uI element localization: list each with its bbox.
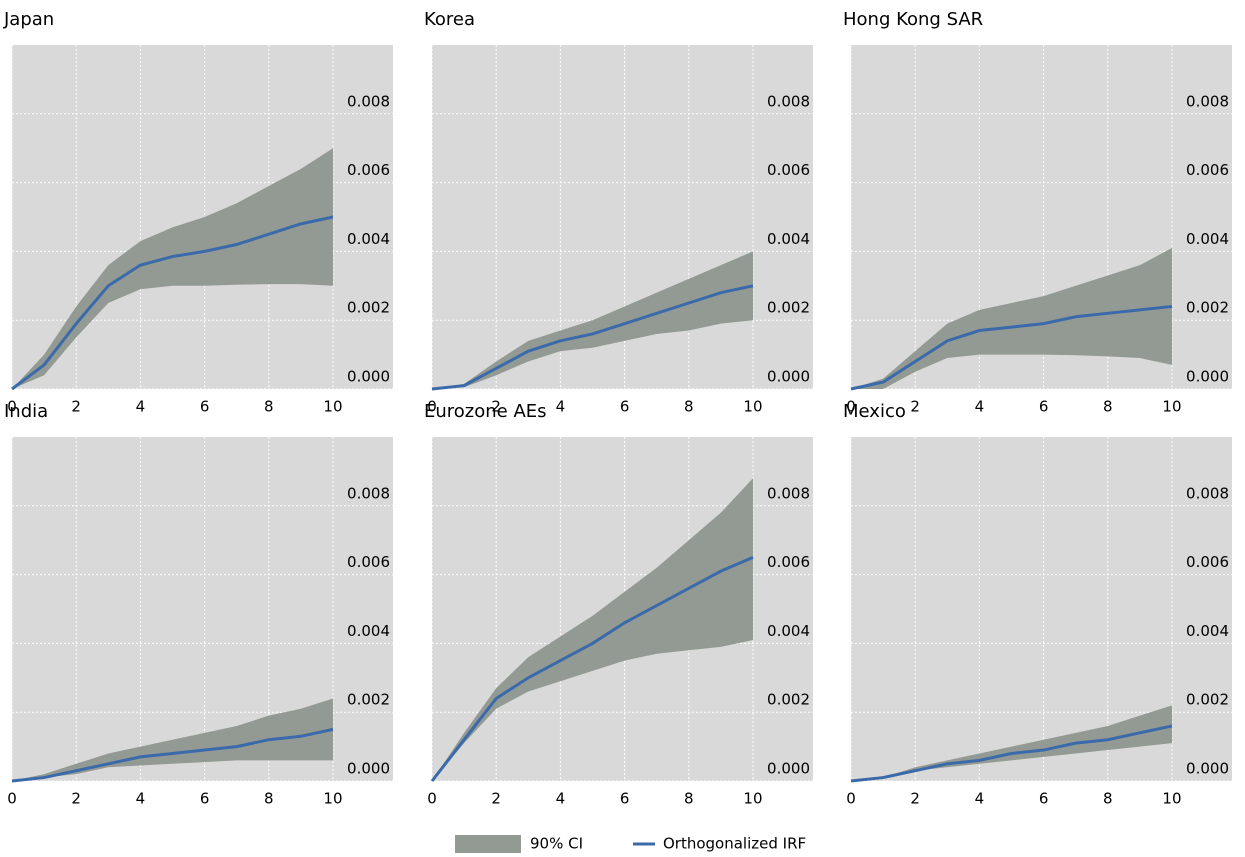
x-tick-label: 10 xyxy=(1162,398,1181,416)
x-tick-label: 8 xyxy=(1103,398,1113,416)
y-tick-label: 0.008 xyxy=(347,484,390,502)
plot-area xyxy=(851,437,1232,781)
x-tick-label: 2 xyxy=(71,790,81,808)
y-tick-label: 0.000 xyxy=(1186,760,1229,778)
x-tick-label: 6 xyxy=(620,398,630,416)
x-tick-label: 0 xyxy=(427,790,437,808)
panel-title: Japan xyxy=(3,9,54,30)
irf-line xyxy=(431,284,754,391)
x-tick-label: 10 xyxy=(1162,790,1181,808)
y-tick-label: 0.004 xyxy=(347,622,390,640)
y-tick-label: 0.006 xyxy=(1186,161,1229,179)
y-tick-label: 0.004 xyxy=(347,230,390,248)
irf-line xyxy=(850,304,1173,391)
y-tick-label: 0.000 xyxy=(347,368,390,386)
y-tick-label: 0.008 xyxy=(1186,92,1229,110)
y-tick-label: 0.000 xyxy=(347,760,390,778)
y-tick-label: 0.006 xyxy=(347,553,390,571)
y-tick-label: 0.004 xyxy=(1186,622,1229,640)
x-tick-label: 4 xyxy=(556,790,566,808)
x-tick-label: 6 xyxy=(200,790,210,808)
panel-title: India xyxy=(4,401,48,422)
x-tick-label: 8 xyxy=(264,790,274,808)
ci-band xyxy=(851,705,1172,781)
ci-band xyxy=(432,251,753,389)
x-tick-label: 10 xyxy=(743,790,762,808)
x-tick-label: 0 xyxy=(7,790,17,808)
y-tick-label: 0.006 xyxy=(767,161,810,179)
legend-label: 90% CI xyxy=(530,835,583,853)
y-tick-label: 0.004 xyxy=(767,622,810,640)
x-tick-label: 4 xyxy=(136,790,146,808)
x-tick-label: 0 xyxy=(427,398,437,416)
x-tick-label: 4 xyxy=(975,790,985,808)
ci-band xyxy=(12,698,333,781)
x-tick-label: 10 xyxy=(323,790,342,808)
irf-line xyxy=(850,724,1173,783)
x-tick-label: 2 xyxy=(491,790,501,808)
ci-band xyxy=(432,478,753,781)
x-tick-label: 8 xyxy=(264,398,274,416)
x-tick-label: 2 xyxy=(71,398,81,416)
ci-band xyxy=(851,247,1172,389)
y-tick-label: 0.000 xyxy=(767,368,810,386)
panel-title: Hong Kong SAR xyxy=(843,9,983,30)
y-tick-label: 0.002 xyxy=(767,299,810,317)
x-tick-label: 6 xyxy=(1039,790,1049,808)
x-tick-label: 4 xyxy=(556,398,566,416)
x-tick-label: 8 xyxy=(1103,790,1113,808)
y-tick-label: 0.008 xyxy=(1186,484,1229,502)
y-tick-label: 0.006 xyxy=(1186,553,1229,571)
x-tick-label: 4 xyxy=(975,398,985,416)
x-tick-label: 2 xyxy=(491,398,501,416)
y-tick-label: 0.004 xyxy=(767,230,810,248)
panel-title: Eurozone AEs xyxy=(424,401,547,422)
y-tick-label: 0.002 xyxy=(1186,691,1229,709)
x-tick-label: 2 xyxy=(910,398,920,416)
x-tick-label: 0 xyxy=(7,398,17,416)
x-tick-label: 0 xyxy=(846,790,856,808)
ci-band xyxy=(12,148,333,389)
x-tick-label: 2 xyxy=(910,790,920,808)
panel-title: Korea xyxy=(424,9,475,30)
x-tick-label: 6 xyxy=(620,790,630,808)
y-tick-label: 0.002 xyxy=(767,691,810,709)
x-tick-label: 4 xyxy=(136,398,146,416)
x-tick-label: 0 xyxy=(846,398,856,416)
panel-title: Mexico xyxy=(843,401,906,422)
y-tick-label: 0.006 xyxy=(347,161,390,179)
y-tick-label: 0.008 xyxy=(767,92,810,110)
y-tick-label: 0.008 xyxy=(767,484,810,502)
y-tick-label: 0.002 xyxy=(1186,299,1229,317)
x-tick-label: 10 xyxy=(323,398,342,416)
irf-line xyxy=(11,215,334,391)
y-tick-label: 0.002 xyxy=(347,299,390,317)
x-tick-label: 10 xyxy=(743,398,762,416)
plot-area xyxy=(12,437,393,781)
y-tick-label: 0.008 xyxy=(347,92,390,110)
y-tick-label: 0.002 xyxy=(347,691,390,709)
legend-label: Orthogonalized IRF xyxy=(663,835,806,853)
legend-swatch xyxy=(455,835,521,853)
x-tick-label: 8 xyxy=(684,790,694,808)
y-tick-label: 0.000 xyxy=(767,760,810,778)
x-tick-label: 8 xyxy=(684,398,694,416)
y-tick-label: 0.004 xyxy=(1186,230,1229,248)
irf-line xyxy=(430,556,754,782)
irf-line xyxy=(11,727,334,783)
y-tick-label: 0.006 xyxy=(767,553,810,571)
x-tick-label: 6 xyxy=(1039,398,1049,416)
y-tick-label: 0.000 xyxy=(1186,368,1229,386)
x-tick-label: 6 xyxy=(200,398,210,416)
